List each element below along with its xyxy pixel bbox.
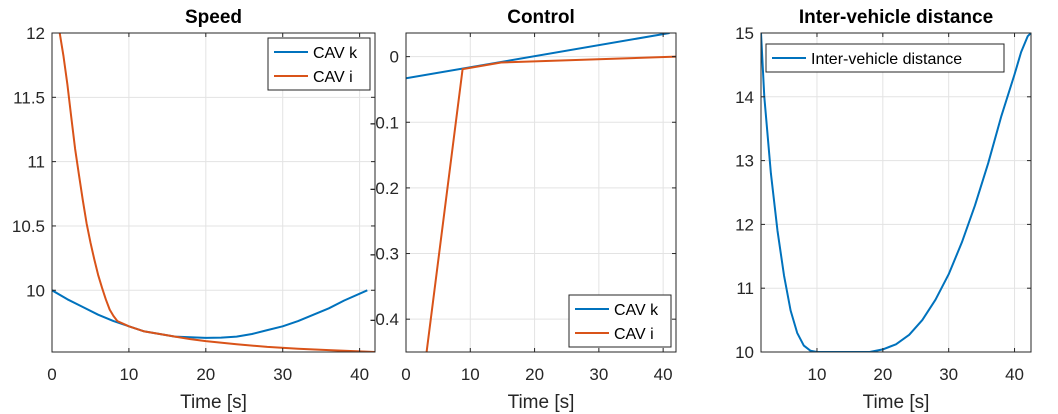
y-tick-label: 0 bbox=[390, 48, 399, 67]
legend-label: CAV k bbox=[614, 302, 659, 319]
y-tick-label: 10 bbox=[26, 281, 45, 300]
x-tick-label: 40 bbox=[350, 365, 369, 384]
x-axis-label: Time [s] bbox=[508, 392, 575, 413]
y-tick-label: -0.1 bbox=[370, 113, 399, 132]
y-tick-label: 15 bbox=[735, 24, 754, 43]
y-tick-label: 11.5 bbox=[13, 88, 45, 107]
x-tick-label: 30 bbox=[273, 365, 292, 384]
y-tick-label: -0.3 bbox=[370, 245, 399, 264]
legend-label: Inter-vehicle distance bbox=[811, 51, 962, 68]
axes-box bbox=[405, 32, 677, 353]
x-tick-label: 40 bbox=[1005, 365, 1024, 384]
chart-panel-1: 0 10 20 30 40 10 10.5 11 11.5 12 Speed Time [s] CAV … bbox=[12, 7, 376, 413]
y-tick-label: 11 bbox=[27, 153, 45, 172]
y-tick-label: 13 bbox=[735, 152, 754, 171]
chart-title: Speed bbox=[185, 7, 242, 28]
chart-title: Control bbox=[507, 7, 575, 28]
legend: Inter-vehicle distance bbox=[765, 43, 1005, 73]
legend: CAV k CAV i bbox=[267, 37, 371, 91]
x-tick-label: 10 bbox=[808, 365, 827, 384]
legend-box bbox=[568, 294, 672, 348]
x-tick-label: 10 bbox=[119, 365, 138, 384]
x-tick-label: 20 bbox=[525, 365, 544, 384]
y-tick-label: 11 bbox=[736, 279, 754, 298]
x-tick-label: 0 bbox=[47, 365, 56, 384]
y-tick-label: 10.5 bbox=[12, 217, 45, 236]
legend-label: CAV i bbox=[614, 326, 654, 343]
y-tick-label: 14 bbox=[735, 88, 754, 107]
y-tick-label: -0.4 bbox=[370, 310, 399, 329]
x-tick-label: 10 bbox=[461, 365, 480, 384]
series-line-cav-k bbox=[406, 33, 670, 80]
x-axis-label: Time [s] bbox=[180, 392, 247, 413]
y-tick-label: 12 bbox=[26, 24, 45, 43]
x-tick-label: 30 bbox=[939, 365, 958, 384]
legend: CAV k CAV i bbox=[568, 294, 672, 348]
x-tick-label: 20 bbox=[196, 365, 215, 384]
axes-box bbox=[760, 32, 1032, 353]
x-axis-label: Time [s] bbox=[863, 392, 930, 413]
x-tick-label: 0 bbox=[401, 365, 410, 384]
series-line-cav-k bbox=[52, 289, 368, 339]
series-line-inter-vehicle-distance bbox=[761, 33, 1031, 352]
x-tick-label: 30 bbox=[589, 365, 608, 384]
series-line-cav-i bbox=[425, 55, 676, 352]
series-line-cav-i bbox=[58, 33, 375, 352]
x-tick-label: 40 bbox=[654, 365, 673, 384]
legend-box bbox=[765, 43, 1005, 73]
x-tick-label: 20 bbox=[873, 365, 892, 384]
y-tick-label: 10 bbox=[735, 343, 754, 362]
legend-label: CAV i bbox=[313, 69, 353, 86]
legend-label: CAV k bbox=[313, 45, 358, 62]
y-tick-label: 12 bbox=[735, 215, 754, 234]
chart-panel-2: 0 10 20 30 40 0 -0.1 -0.2 -0.3 -0.4 Control Time [s… bbox=[370, 7, 677, 413]
chart-panel-3: 10 20 30 40 10 11 12 13 14 15 Inter-vehicle distan… bbox=[735, 7, 1032, 413]
y-tick-label: -0.2 bbox=[370, 179, 399, 198]
legend-box bbox=[267, 37, 371, 91]
chart-title: Inter-vehicle distance bbox=[799, 7, 993, 28]
axes-box bbox=[51, 32, 376, 353]
